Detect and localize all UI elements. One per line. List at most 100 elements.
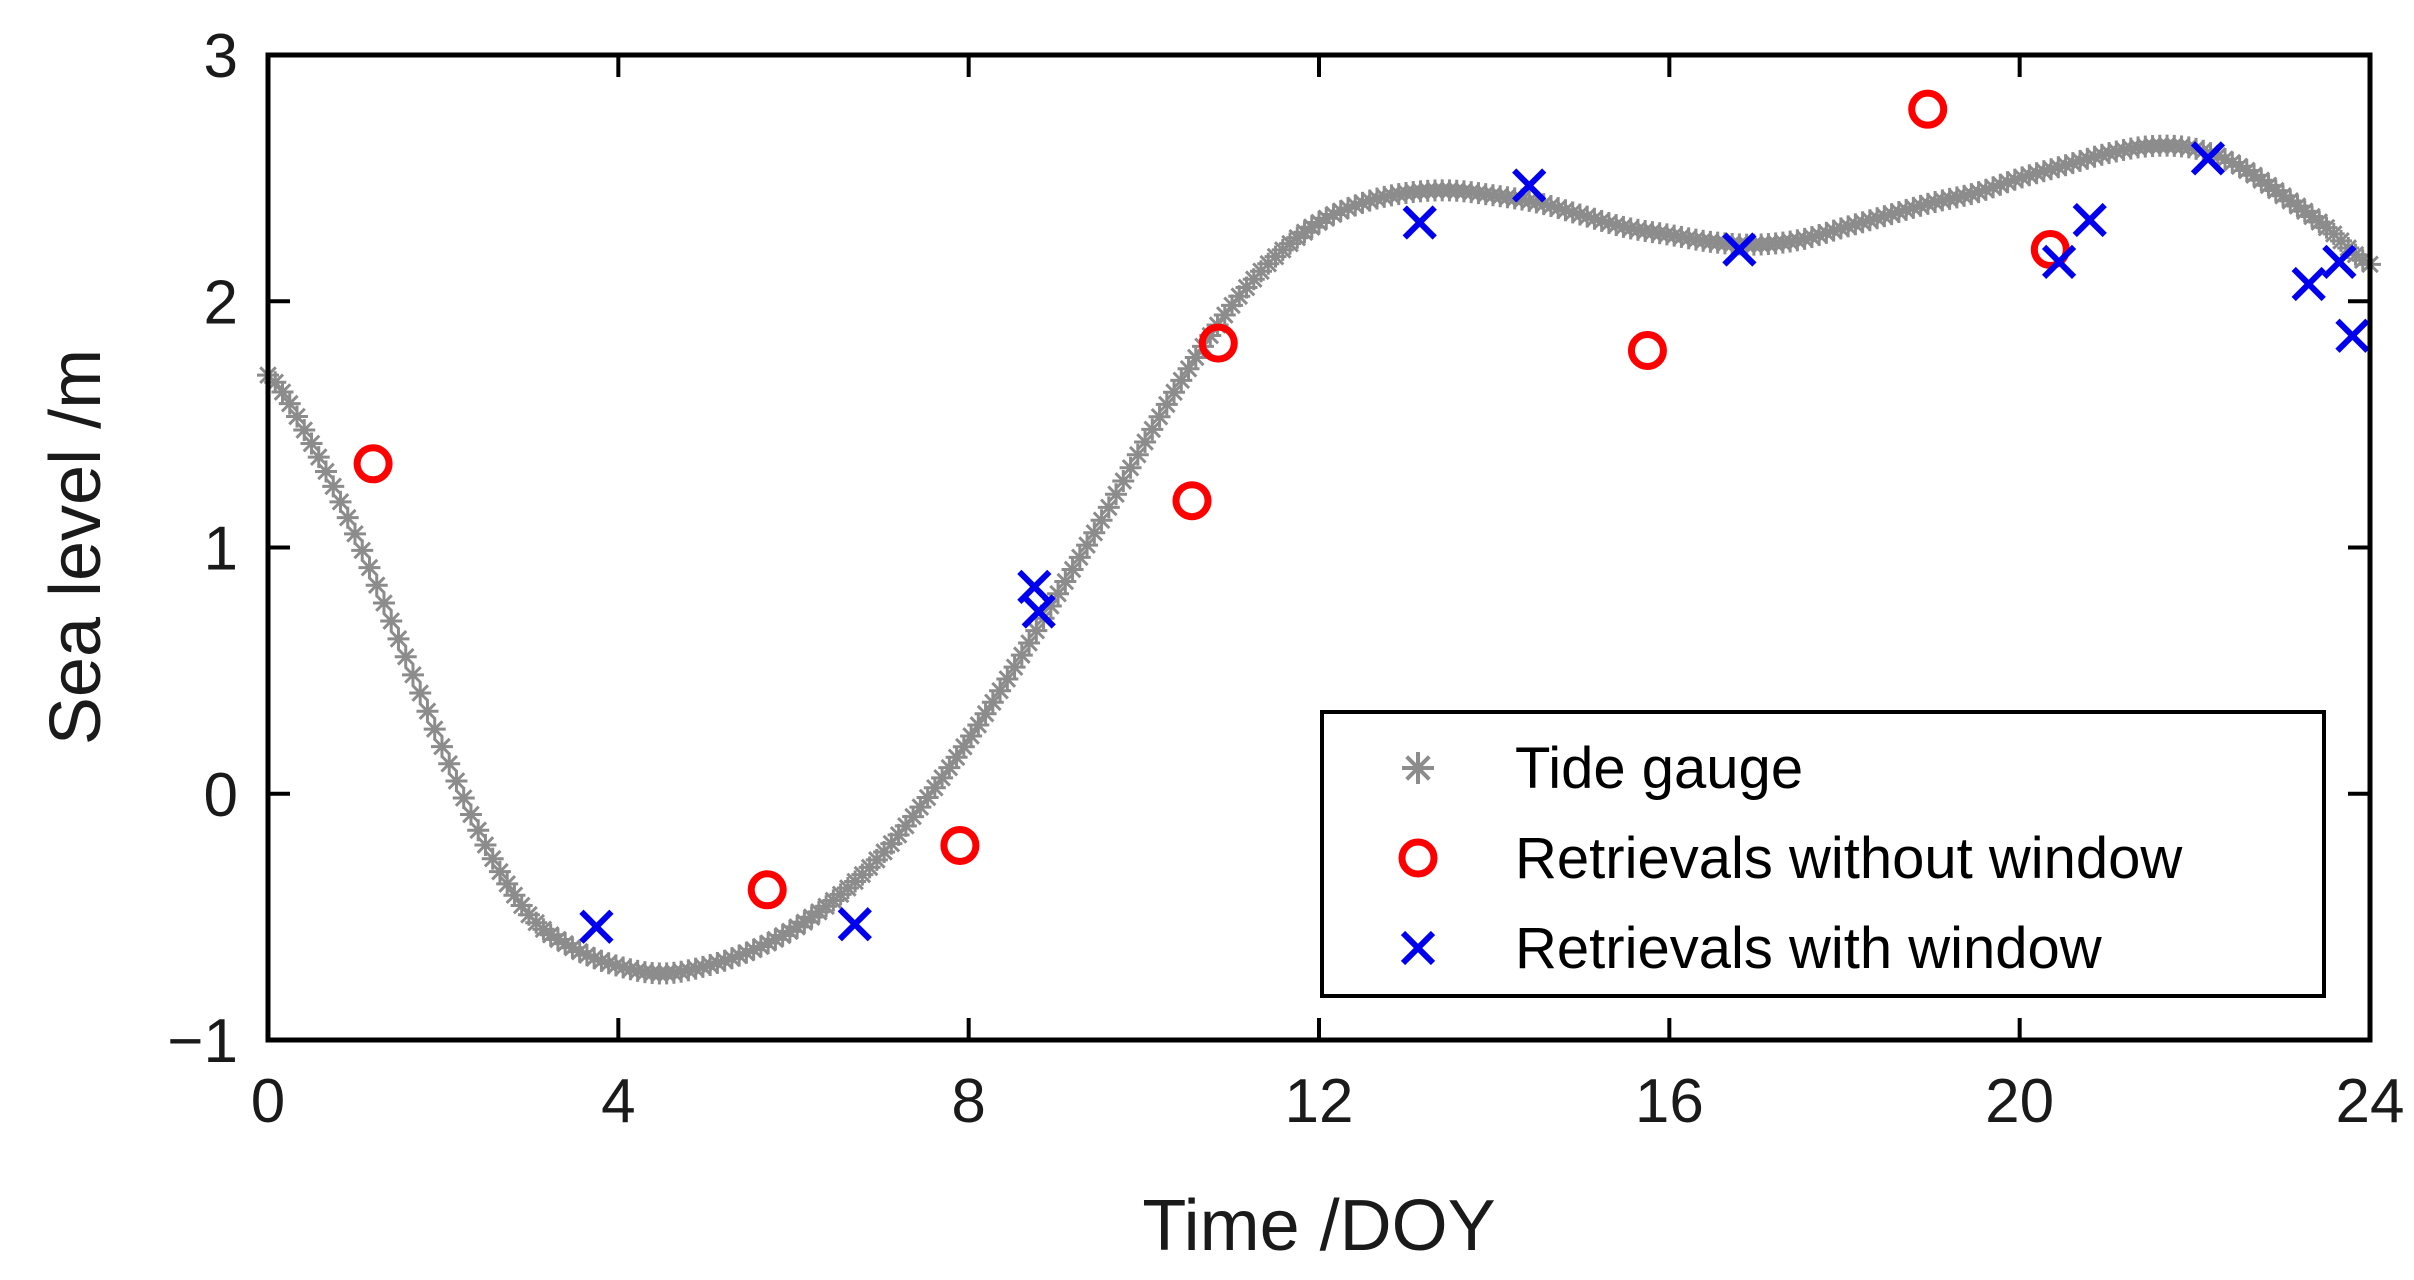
tide-gauge-point [1402,752,1434,784]
plot-frame [265,52,2373,1043]
legend-x-marker [1400,930,1436,966]
retrieval-without-window-point [1172,481,1212,521]
tide-gauge-point [467,819,490,842]
tide-gauge-point [300,432,323,455]
tide-gauge-point [931,766,954,789]
tide-gauge-point [981,691,1004,714]
tide-gauge-point [1148,405,1171,428]
legend: Tide gauge Retrievals without window Ret… [1320,710,2326,998]
tide-gauge-point [416,700,439,723]
retrieval-without-window-point [2030,230,2070,270]
x-tick-label: 4 [601,1067,635,1136]
tide-gauge-point [1119,456,1142,479]
tide-gauge-point [445,769,468,792]
retrieval-without-window-point [353,444,393,484]
legend-label-retrievals-without-window: Retrievals without window [1515,826,2183,891]
retrieval-without-window-point [1198,323,1238,363]
legend-marker-retrievals-without-window [1398,838,1438,878]
legend-box [1320,710,2326,998]
retrieval-with-window-point [2190,141,2226,176]
tide-gauge-point [1054,570,1077,593]
y-axis-title: Sea level /m [36,349,116,745]
tide-gauge-point [1141,418,1164,441]
tide-gauge-point [459,803,482,826]
retrieval-with-window-point [837,907,872,942]
retrieval-with-window-point [1402,205,1437,240]
x-tick-label: 16 [1635,1067,1704,1136]
retrieval-with-window-point [2335,318,2370,353]
tide-gauge-point [380,609,403,632]
tide-gauge-point [438,752,461,775]
tide-gauge-point [1061,558,1084,581]
retrieval-with-window-point [2041,244,2077,279]
tide-gauge-point [496,872,519,895]
tide-gauge-point [1184,346,1207,369]
tide-gauge-point [938,756,961,779]
tide-gauge-point [394,645,417,668]
retrievals-without-window-series [353,89,2070,910]
retrieval-with-window-point [2072,202,2107,238]
legend-label-retrievals-with-window: Retrievals with window [1515,916,2103,981]
retrieval-with-window-point [1722,232,1757,267]
legend-label-tide-gauge: Tide gauge [1515,736,1803,801]
tide-gauge-point [430,735,453,758]
tide-gauge-point [271,381,294,404]
legend-marker-tide-gauge [1402,752,1434,784]
y-tick-label: 3 [204,22,238,91]
legend-marker-retrievals-with-window [1400,930,1436,966]
tide-gauge-point [1025,619,1048,642]
y-tick-label: 0 [204,761,238,830]
tide-gauge-point [960,724,983,747]
retrieval-with-window-point [579,909,614,944]
tide-gauge-point [1003,656,1026,679]
tide-gauge-point [401,663,424,686]
retrieval-without-window-point [747,870,787,910]
tide-gauge-point [314,460,337,483]
x-tick-label: 8 [951,1067,985,1136]
axis-ticks [266,53,2372,1042]
tide-gauge-series [257,134,2381,985]
tide-gauge-point [1155,393,1178,416]
tide-gauge-point [1170,369,1193,392]
y-tick-label: −1 [167,1007,238,1076]
tide-gauge-point [1163,381,1186,404]
tide-gauge-point [974,702,997,725]
retrievals-with-window-series [579,141,2370,944]
tide-gauge-point [351,539,374,562]
tide-gauge-point [387,627,410,650]
retrieval-without-window-point [1908,89,1948,129]
y-tick-label: 1 [204,515,238,584]
tide-gauge-point [336,506,359,529]
x-axis-title: Time /DOY [1142,1186,1495,1266]
retrieval-without-window-point [1627,331,1667,370]
retrieval-with-window-point [2322,244,2357,279]
tide-gauge-point [1076,534,1099,557]
tide-gauge-point [329,490,352,513]
tide-gauge-point [358,556,381,579]
tide-gauge-point [343,522,366,545]
tide-gauge-point [488,860,511,883]
tide-gauge-point [1018,631,1041,654]
retrieval-with-window-point [1512,168,1547,203]
legend-circle-marker [1398,838,1438,878]
tide-gauge-point [1068,546,1091,569]
tide-gauge-point [307,446,330,469]
tide-gauge-point [365,574,388,597]
tide-gauge-point [742,938,765,961]
x-tick-label: 12 [1285,1067,1354,1136]
y-tick-label: 2 [204,268,238,337]
retrieval-with-window-point [1021,594,1056,629]
tide-gauge-point [967,713,990,736]
retrieval-without-window-point [940,825,980,865]
tide-gauge-point [372,592,395,615]
x-tick-label: 24 [2336,1067,2405,1136]
tide-gauge-point [2003,168,2026,191]
tide-gauge-point [1177,357,1200,380]
tide-gauge-point [989,679,1012,702]
tide-gauge-point [1010,644,1033,667]
x-tick-label: 0 [251,1067,285,1136]
retrieval-with-window-point [2291,266,2326,302]
tide-gauge-point [423,718,446,741]
